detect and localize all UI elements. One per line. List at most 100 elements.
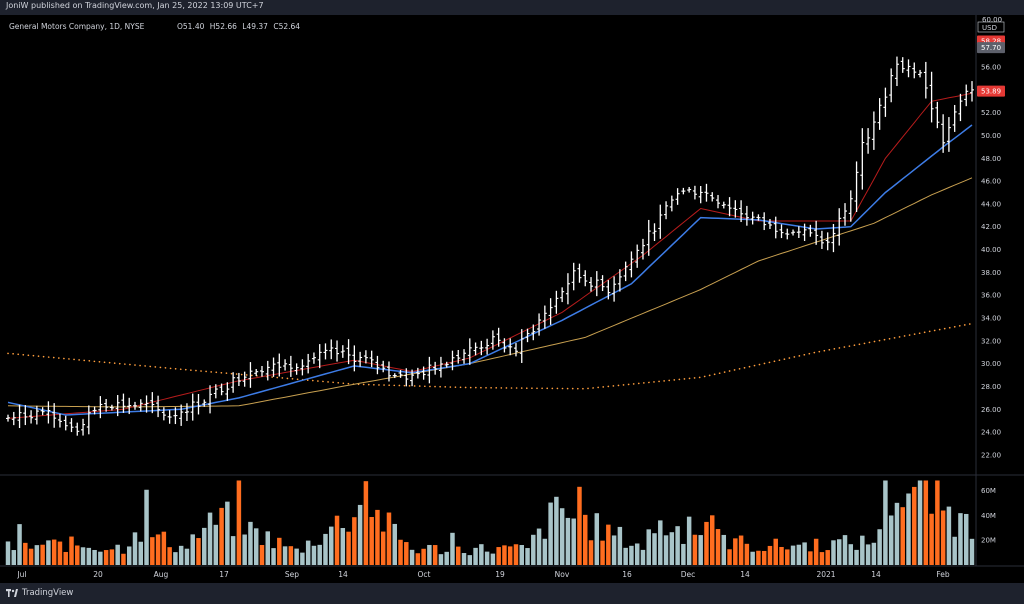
ohlc-bar xyxy=(358,351,363,367)
volume-bar xyxy=(305,540,311,565)
publish-bar: JoniW published on TradingView.com, Jan … xyxy=(0,0,1024,15)
volume-tick-label: 60M xyxy=(981,487,996,495)
ohlc-bar xyxy=(311,352,316,364)
volume-bar xyxy=(132,532,138,565)
ema-blue-line xyxy=(7,124,973,416)
ohlc-bar xyxy=(467,338,472,365)
price-tick-label: 22.00 xyxy=(981,451,1001,459)
legend-close: 52.64 xyxy=(279,22,301,31)
price-badge-label: 58.28 xyxy=(981,38,1001,46)
ohlc-bar xyxy=(496,327,501,347)
volume-bar xyxy=(883,480,888,565)
ohlc-bar xyxy=(121,393,126,413)
ohlc-bar xyxy=(531,324,536,341)
volume-bar xyxy=(802,542,807,565)
ohlc-bar xyxy=(75,422,80,436)
price-tick-label: 36.00 xyxy=(981,292,1001,300)
ema-blue-path xyxy=(7,124,973,416)
footer-brand[interactable]: TradingView xyxy=(22,588,74,598)
ohlc-bar xyxy=(502,338,507,353)
volume-bar xyxy=(923,480,929,565)
volume-bar xyxy=(733,538,738,565)
ohlc-bar xyxy=(11,411,16,426)
volume-bar xyxy=(190,534,195,565)
ohlc-bar xyxy=(231,372,236,393)
volume-bar xyxy=(398,539,403,565)
ohlc-bar xyxy=(265,360,270,381)
ohlc-bar xyxy=(721,201,726,209)
volume-bar xyxy=(11,550,17,565)
volume-bar xyxy=(600,540,605,565)
volume-bar xyxy=(773,538,778,565)
ohlc-bar xyxy=(802,223,807,241)
ohlc-bar xyxy=(92,406,97,415)
ohlc-bars xyxy=(6,56,974,436)
legend-low: 49.37 xyxy=(246,22,268,31)
volume-bar xyxy=(277,537,282,565)
volume-bar xyxy=(912,486,917,565)
ohlc-bar xyxy=(190,393,195,421)
volume-bar xyxy=(5,541,11,565)
ohlc-bar xyxy=(473,342,478,356)
ohlc-bar xyxy=(456,349,461,364)
volume-bar xyxy=(594,513,600,565)
time-axis[interactable]: Jul 20 Aug 17 Sep 14 Oct 19 Nov 16 Dec 14 2021 14 Feb xyxy=(16,570,949,579)
volume-bar xyxy=(871,542,877,565)
footer-bar: TradingView xyxy=(0,583,1024,604)
volume-bar xyxy=(917,480,923,565)
volume-bar xyxy=(606,524,611,565)
volume-bar xyxy=(854,549,859,565)
ohlc-bar xyxy=(779,224,784,239)
volume-bar xyxy=(808,551,813,565)
time-tick-label: 17 xyxy=(219,570,229,579)
volume-bar xyxy=(577,486,582,565)
ohlc-bar xyxy=(23,405,28,426)
volume-bar xyxy=(126,546,132,565)
volume-bar xyxy=(294,548,299,565)
ohlc-bar xyxy=(271,357,276,377)
volume-bar xyxy=(357,504,363,565)
volume-bar xyxy=(271,548,276,565)
volume-bar xyxy=(63,551,68,565)
ohlc-bar xyxy=(335,340,340,362)
ohlc-bar xyxy=(144,395,149,413)
ohlc-bar xyxy=(658,204,663,239)
ohlc-bar xyxy=(843,203,848,226)
ohlc-bar xyxy=(883,87,888,117)
ohlc-bar xyxy=(490,330,495,350)
ohlc-bar xyxy=(375,355,380,375)
ohlc-bar xyxy=(589,277,594,292)
ohlc-bar xyxy=(369,350,374,368)
volume-bar xyxy=(813,538,819,565)
ohlc-bar xyxy=(571,262,576,291)
ohlc-bar xyxy=(386,361,391,382)
ohlc-bar xyxy=(600,275,605,292)
volume-bar xyxy=(767,545,773,565)
price-tick-label: 48.00 xyxy=(981,155,1001,163)
ohlc-bar xyxy=(791,229,796,236)
ohlc-bar xyxy=(219,383,224,396)
ohlc-bar xyxy=(773,216,778,239)
ohlc-bar xyxy=(236,372,241,386)
volume-bar xyxy=(340,528,346,565)
volume-bar xyxy=(363,481,369,565)
volume-bar xyxy=(848,544,854,565)
tradingview-logo-icon[interactable] xyxy=(6,589,18,598)
ohlc-bar xyxy=(306,353,311,374)
ohlc-bar xyxy=(710,192,715,202)
ohlc-bar xyxy=(127,397,132,415)
ohlc-bar xyxy=(900,57,905,73)
volume-bar xyxy=(715,529,721,565)
ohlc-bar xyxy=(825,232,830,251)
price-axis[interactable]: 56.0054.0052.0050.0048.0046.0044.0042.00… xyxy=(981,64,1001,460)
ohlc-bar xyxy=(63,415,68,431)
ohlc-bar xyxy=(669,195,674,212)
volume-axis[interactable]: 60M 40M 20M xyxy=(981,487,996,545)
currency-badge[interactable] xyxy=(977,21,1005,33)
ema-red-line xyxy=(7,92,973,419)
ohlc-bar xyxy=(935,101,940,129)
ohlc-bar xyxy=(929,71,934,123)
ohlc-bar xyxy=(508,338,513,356)
